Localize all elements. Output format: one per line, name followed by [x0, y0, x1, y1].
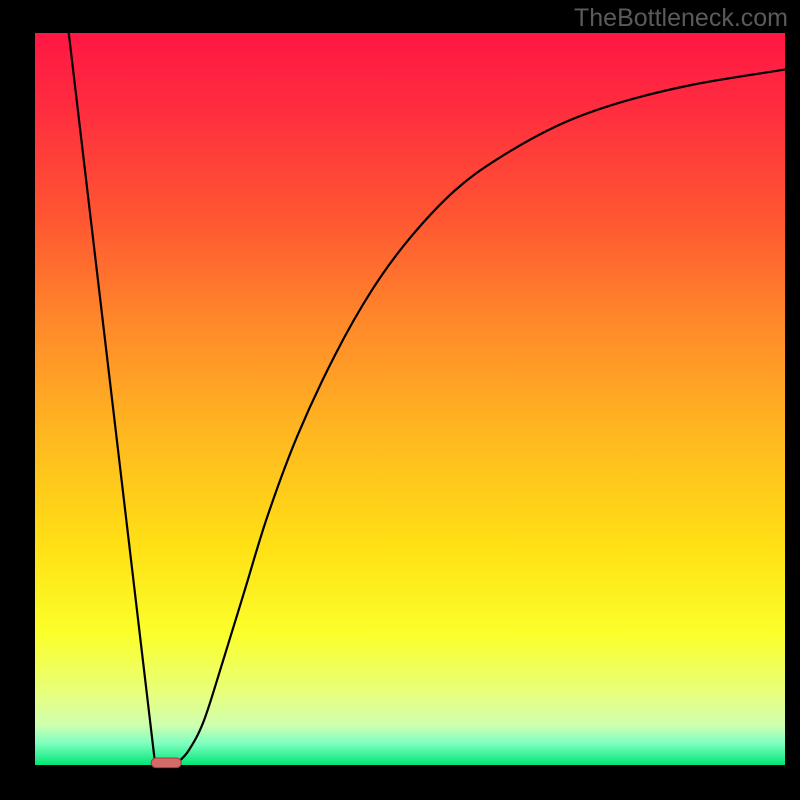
bottleneck-chart [0, 0, 800, 800]
plot-gradient-background [35, 33, 785, 765]
chart-container: { "watermark_text": "TheBottleneck.com",… [0, 0, 800, 800]
watermark-label: TheBottleneck.com [574, 4, 788, 33]
optimal-marker [151, 758, 181, 768]
marker-group [151, 758, 181, 768]
